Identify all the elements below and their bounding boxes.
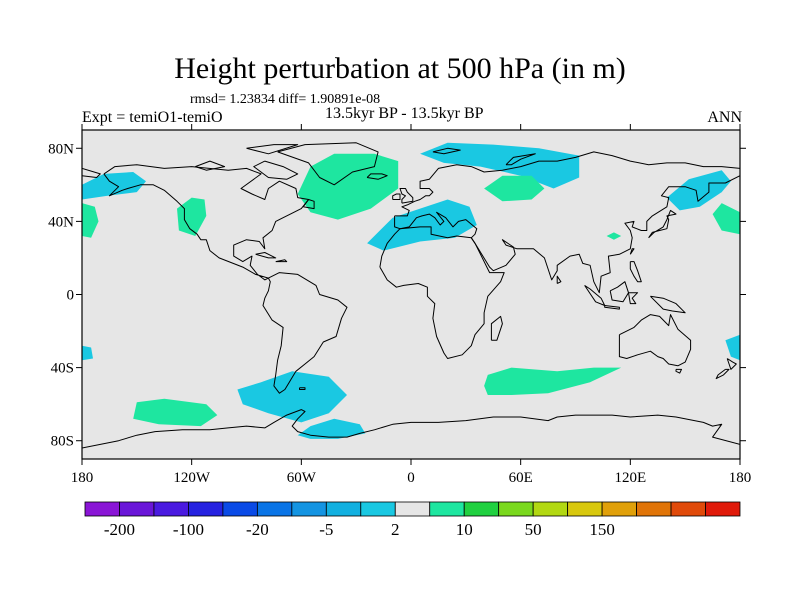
coast-novaya-zemlya [505, 153, 536, 166]
colorbar-bin [498, 501, 534, 517]
coast-africa [379, 226, 505, 359]
colorbar-label: -100 [173, 520, 204, 539]
coast-cuba [255, 252, 277, 259]
coast-java [604, 305, 620, 310]
positive-anomaly-greenland-atlantic [297, 153, 399, 220]
positive-anomaly-central-asia [484, 175, 545, 202]
negative-anomaly-kamchatka [666, 170, 731, 211]
lat-tick-label: 40S [51, 361, 74, 377]
positive-anomaly-south-indian-ocean [484, 367, 622, 395]
coast-north-america [103, 164, 310, 281]
colorbar-bin [256, 501, 293, 517]
coast-iceland [366, 173, 388, 180]
coast-south-america [262, 272, 348, 394]
coast-new-zealand-south [715, 368, 730, 380]
negative-anomaly-weddell [297, 418, 366, 439]
positive-anomaly-small-asia [606, 232, 622, 240]
coast-new-guinea [650, 295, 686, 314]
colorbar-bin [532, 501, 569, 517]
colorbar-label: -200 [104, 520, 135, 539]
coastlines [82, 142, 740, 449]
colorbar-label: -20 [246, 520, 269, 539]
coast-tasmania [675, 368, 682, 374]
negative-anomaly-arctic-siberia [420, 142, 580, 189]
colorbar-bin [84, 501, 120, 517]
season-label: ANN [707, 109, 742, 126]
coast-taiwan [629, 248, 635, 255]
colorbar-bin [119, 501, 155, 517]
colorbar-label: 2 [391, 520, 400, 539]
coast-sulawesi [628, 292, 639, 305]
lon-tick-label: 120E [614, 470, 646, 486]
coast-newfoundland [302, 199, 315, 210]
negative-anomaly-drake-passage [237, 371, 347, 423]
colorbar-bin [601, 501, 637, 517]
coast-greenland [277, 142, 379, 186]
coast-philippines [629, 261, 642, 283]
colorbar-bin [636, 501, 672, 517]
colorbar-label: -5 [319, 520, 333, 539]
coast-falklands [299, 387, 306, 390]
colorbar-label: 150 [589, 520, 615, 539]
lat-tick-label: 80S [51, 434, 74, 450]
lat-tick-label: 0 [67, 288, 75, 304]
negative-anomaly-n-pacific-west [82, 172, 146, 200]
positive-anomaly-south-pacific [133, 398, 218, 427]
coast-japan [648, 209, 677, 239]
coast-great-britain [399, 188, 414, 204]
colorbar-bin [291, 501, 327, 517]
negative-anomaly-s-pacific-east-edge [725, 334, 740, 361]
coast-hispaniola [275, 259, 288, 263]
coast-australia [618, 314, 692, 367]
anomaly-regions [82, 142, 740, 439]
plot-title: Height perturbation at 500 hPa (in m) [174, 52, 626, 85]
coast-sri-lanka [556, 275, 562, 284]
colorbar-bin [360, 501, 396, 517]
negative-anomaly-s-pacific-west-edge [82, 345, 93, 361]
coast-chukotka [82, 167, 101, 178]
colorbar: -200 -100 -20 -5 2 10 50 150 [84, 501, 741, 539]
coast-madagascar [490, 315, 503, 341]
colorbar-bin [153, 501, 189, 517]
coast-ellesmere [246, 144, 299, 155]
coast-antarctica [82, 409, 740, 449]
lon-tick-label: 60E [509, 470, 533, 486]
positive-anomaly-nw-america [177, 197, 207, 236]
coast-sumatra [584, 284, 606, 306]
positive-anomaly-n-pacific-west-edge [82, 203, 99, 238]
colorbar-bin [429, 501, 465, 517]
stats-label: rmsd= 1.23834 diff= 1.90891e-08 [190, 92, 381, 107]
colorbar-bin [670, 501, 706, 517]
lon-tick-label: 0 [407, 470, 415, 486]
colorbar-bin [705, 501, 741, 517]
lat-tick-label: 80N [48, 141, 74, 157]
colorbar-label: 50 [525, 520, 542, 539]
lat-tick-label: 40N [48, 214, 74, 230]
positive-anomaly-n-pacific-east [712, 203, 740, 235]
axis-ticks: 80N 40N 0 40S 80S 180 120W 60W 0 60E 120E 180 [48, 124, 751, 486]
coast-ireland [392, 193, 401, 200]
coast-baffin-island [253, 160, 299, 180]
lon-tick-label: 180 [729, 470, 752, 486]
colorbar-bin [222, 501, 258, 517]
colorbar-bin [394, 501, 431, 517]
colorbar-bin [188, 501, 224, 517]
colorbar-bin [567, 501, 603, 517]
coast-victoria-island [195, 160, 226, 171]
colorbar-label: 10 [456, 520, 473, 539]
coast-eurasia [394, 151, 740, 294]
coast-new-zealand-north [726, 358, 737, 370]
experiment-label: Expt = temiO1-temiO [82, 109, 223, 126]
lon-tick-label: 180 [71, 470, 94, 486]
colorbar-bin [325, 501, 362, 517]
lon-tick-label: 60W [287, 470, 317, 486]
period-label: 13.5kyr BP - 13.5kyr BP [325, 105, 484, 122]
lon-tick-label: 120W [173, 470, 211, 486]
colorbar-bin [463, 501, 500, 517]
coast-scandinavia-svalbard [432, 147, 461, 155]
